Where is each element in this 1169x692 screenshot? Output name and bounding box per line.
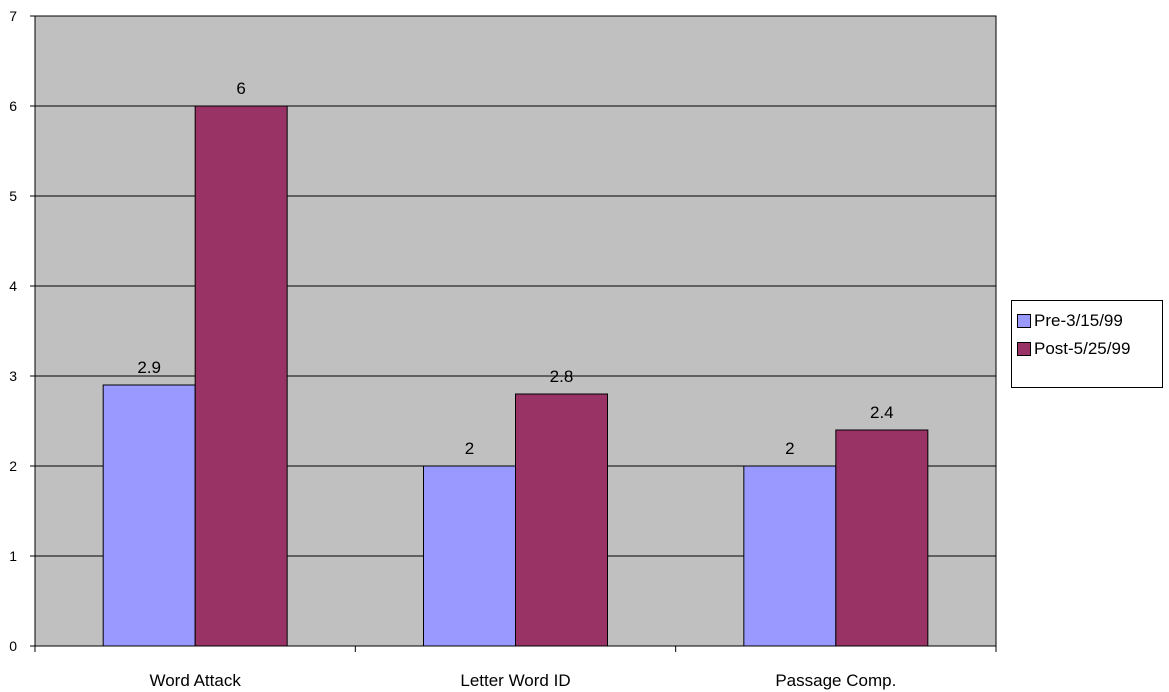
y-tick-label: 3 <box>9 368 17 384</box>
legend-item-post: Post-5/25/99 <box>1017 336 1162 361</box>
data-label: 2 <box>785 439 794 458</box>
bar <box>423 465 516 647</box>
legend-label-post: Post-5/25/99 <box>1034 338 1131 358</box>
y-axis: 0 1 2 3 4 5 6 7 <box>9 8 35 654</box>
legend-label-pre: Pre-3/15/99 <box>1034 310 1123 330</box>
y-tick-label: 1 <box>9 548 17 564</box>
data-label: 2.9 <box>137 358 161 377</box>
y-tick-label: 0 <box>9 638 17 654</box>
legend-swatch-post <box>1017 341 1031 356</box>
bar <box>102 384 196 647</box>
data-label: 2.8 <box>550 367 574 386</box>
legend-swatch-pre <box>1017 313 1031 328</box>
data-label: 2 <box>465 439 474 458</box>
x-tick-label: Passage Comp. <box>775 671 896 690</box>
y-tick-label: 5 <box>9 188 17 204</box>
bar <box>515 393 608 647</box>
data-label: 6 <box>236 79 245 98</box>
bar <box>743 465 837 647</box>
y-tick-label: 4 <box>9 278 17 294</box>
bar <box>194 105 288 647</box>
bars <box>102 105 929 647</box>
y-tick-label: 6 <box>9 98 17 114</box>
x-axis: Word Attack Letter Word ID Passage Comp. <box>34 645 997 690</box>
y-tick-label: 2 <box>9 458 17 474</box>
bar <box>835 429 929 647</box>
data-label: 2.4 <box>870 403 894 422</box>
y-tick-label: 7 <box>9 8 17 24</box>
data-labels: 2.9 6 2 2.8 2 2.4 <box>137 79 893 458</box>
legend-item-pre: Pre-3/15/99 <box>1017 308 1162 333</box>
x-tick-label: Letter Word ID <box>460 671 570 690</box>
x-tick-label: Word Attack <box>149 671 241 690</box>
chart-legend: Pre-3/15/99 Post-5/25/99 <box>1011 300 1163 388</box>
